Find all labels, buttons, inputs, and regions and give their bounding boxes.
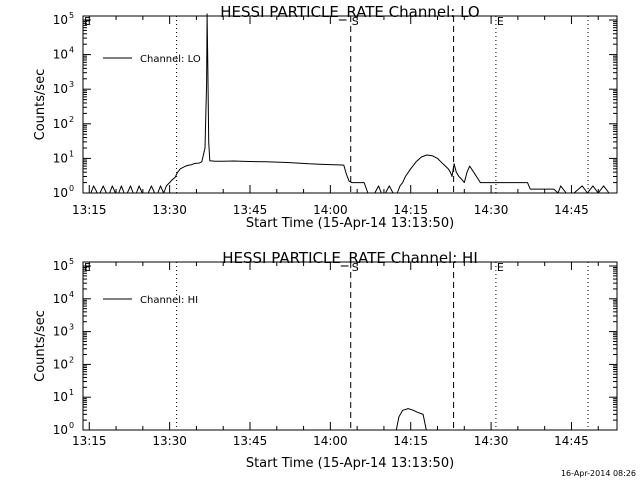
- y-tick-label: 10: [53, 390, 68, 404]
- y-tick-base: 10: [53, 259, 68, 273]
- y-tick-exponent: 5: [69, 257, 74, 266]
- y-axis-label: Counts/sec: [33, 310, 48, 382]
- y-tick-exponent: 1: [69, 149, 74, 158]
- y-tick-exponent: 3: [69, 323, 74, 332]
- y-tick-base: 10: [53, 357, 68, 371]
- x-tick-label: 13:15: [72, 203, 107, 217]
- x-tick-label: 14:00: [313, 203, 348, 217]
- y-tick-label: 10: [53, 13, 68, 27]
- y-tick-base: 10: [53, 423, 68, 437]
- y-tick-label: 10: [53, 292, 68, 306]
- x-tick-label: 13:45: [233, 203, 268, 217]
- y-tick-base: 10: [53, 292, 68, 306]
- x-tick-label: 14:00: [313, 434, 348, 448]
- marker-label: E: [497, 15, 504, 28]
- y-tick-exponent: 4: [69, 290, 74, 299]
- plot-frame: [82, 15, 618, 194]
- y-tick-exponent: 3: [69, 80, 74, 89]
- marker-label: S: [352, 261, 359, 274]
- x-tick-label: 14:45: [554, 434, 589, 448]
- chart-title: HESSI PARTICLE_RATE Channel: HI: [222, 249, 478, 268]
- chart-panel: HESSI PARTICLE_RATE Channel: HI 13:15 13:3…: [33, 249, 618, 471]
- y-tick-label: 10: [53, 423, 68, 437]
- y-tick-label: 10: [53, 259, 68, 273]
- chart-panel: HESSI PARTICLE_RATE Channel: LO 13:15 13:3…: [33, 3, 618, 231]
- y-tick-exponent: 0: [69, 184, 74, 193]
- marker-label: S: [352, 15, 359, 28]
- data-series-line: [83, 13, 617, 194]
- x-tick-label: 14:45: [554, 203, 589, 217]
- y-tick-base: 10: [53, 186, 68, 200]
- x-tick-label: 14:15: [393, 203, 428, 217]
- x-tick-label: 13:45: [233, 434, 268, 448]
- x-tick-label: 13:15: [72, 434, 107, 448]
- x-tick-label: 14:15: [393, 434, 428, 448]
- y-tick-label: 10: [53, 325, 68, 339]
- y-tick-exponent: 4: [69, 46, 74, 55]
- marker-label: E: [84, 15, 91, 28]
- x-axis-label: Start Time (15-Apr-14 13:13:50): [246, 216, 454, 231]
- y-tick-base: 10: [53, 117, 68, 131]
- y-tick-exponent: 2: [69, 355, 74, 364]
- y-tick-label: 10: [53, 117, 68, 131]
- y-tick-base: 10: [53, 13, 68, 27]
- y-tick-label: 10: [53, 186, 68, 200]
- y-tick-exponent: 0: [69, 421, 74, 430]
- legend-label: Channel: HI: [140, 295, 198, 306]
- x-axis-label: Start Time (15-Apr-14 13:13:50): [246, 456, 454, 471]
- data-series-line: [395, 408, 427, 431]
- marker-label: E: [84, 261, 91, 274]
- footer-timestamp: 16-Apr-2014 08:26: [561, 469, 636, 478]
- y-tick-base: 10: [53, 325, 68, 339]
- y-tick-label: 10: [53, 48, 68, 62]
- legend-label: Channel: LO: [140, 54, 201, 65]
- y-tick-base: 10: [53, 48, 68, 62]
- chart-title: HESSI PARTICLE_RATE Channel: LO: [220, 3, 479, 22]
- marker-label: E: [497, 261, 504, 274]
- y-tick-base: 10: [53, 82, 68, 96]
- y-tick-base: 10: [53, 390, 68, 404]
- x-tick-label: 14:30: [474, 203, 509, 217]
- y-tick-exponent: 1: [69, 388, 74, 397]
- y-tick-exponent: 5: [69, 11, 74, 20]
- x-tick-label: 14:30: [474, 434, 509, 448]
- x-tick-label: 13:30: [152, 434, 187, 448]
- y-tick-exponent: 2: [69, 115, 74, 124]
- y-axis-label: Counts/sec: [33, 69, 48, 141]
- plot-frame: [82, 261, 618, 431]
- y-tick-base: 10: [53, 151, 68, 165]
- y-tick-label: 10: [53, 151, 68, 165]
- x-tick-label: 13:30: [152, 203, 187, 217]
- y-tick-label: 10: [53, 357, 68, 371]
- y-tick-label: 10: [53, 82, 68, 96]
